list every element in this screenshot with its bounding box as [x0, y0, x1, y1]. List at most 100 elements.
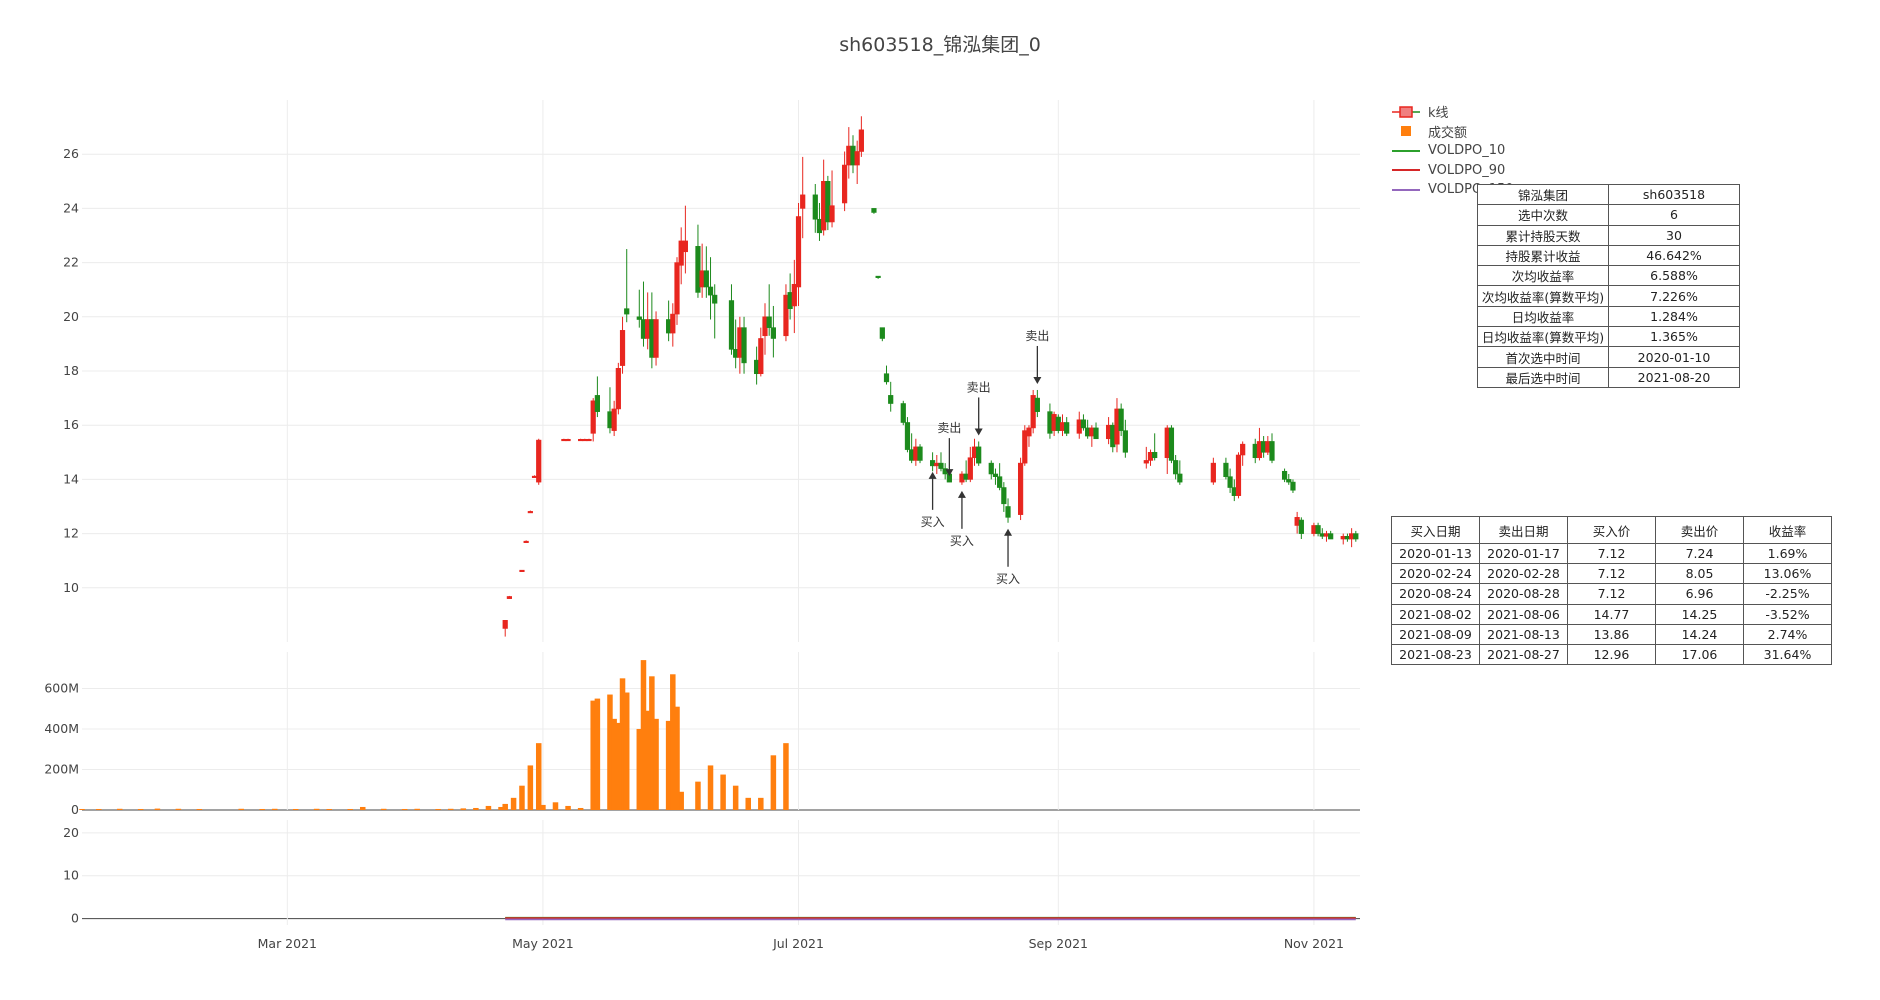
candle-body [1281, 470, 1288, 480]
legend-swatch-icon [1392, 106, 1420, 118]
x-tick-label: May 2021 [512, 936, 574, 951]
trades-cell: 2020-08-24 [1391, 583, 1480, 605]
candle-body [741, 327, 747, 364]
trades-header-cell: 卖出日期 [1479, 516, 1568, 544]
candle-body [1017, 462, 1024, 515]
candle-body [519, 569, 525, 572]
summary-cell: 持股累计收益 [1477, 244, 1609, 267]
volume-bar [615, 722, 622, 810]
volume-bar [473, 807, 479, 810]
axis-layer: 10 12 14 16 18 20 22 24 26 0 200M 400M 600M 0 10 20 Mar … [44, 146, 1344, 951]
candle-body [636, 316, 642, 320]
summary-cell: 日均收益率 [1477, 305, 1609, 328]
volume-bar [674, 706, 680, 810]
volume-bar [313, 808, 320, 810]
candle-body [812, 194, 818, 220]
trades-cell: 2021-08-23 [1391, 643, 1480, 666]
candle-body [619, 330, 626, 366]
legend-label: VOLDPO_10 [1428, 143, 1506, 159]
trades-cell: 6.96 [1655, 583, 1744, 605]
candle-body [506, 596, 512, 599]
candle-body [1227, 476, 1233, 488]
volume-tick-label: 600M [44, 680, 79, 695]
volume-bar [535, 743, 542, 810]
candle-body [992, 473, 999, 477]
candle-body [758, 338, 764, 375]
trades-cell: 2021-08-06 [1479, 603, 1568, 625]
candle-body [800, 194, 806, 209]
candle-body [904, 422, 911, 450]
legend-item[interactable]: k线 [1390, 102, 1514, 122]
trades-cell: 12.96 [1567, 643, 1656, 666]
candle-body [695, 246, 701, 293]
volume-bar [447, 808, 454, 810]
legend-item[interactable]: VOLDPO_10 [1390, 141, 1514, 161]
candle-body [1353, 533, 1359, 540]
x-tick-label: Nov 2021 [1284, 936, 1344, 951]
candle-body [1143, 460, 1149, 464]
candle-body [1122, 430, 1128, 453]
volume-bar [745, 797, 751, 810]
candle-body [1286, 479, 1292, 483]
trades-cell: 2021-08-02 [1391, 603, 1480, 625]
candle-body [682, 240, 688, 253]
candle-body [967, 457, 973, 480]
trades-cell: 7.12 [1567, 563, 1656, 585]
legend-item[interactable]: 成交额 [1390, 122, 1514, 142]
volume-bar [577, 807, 584, 810]
candle-body [536, 439, 542, 483]
volume-bar [401, 808, 408, 810]
summary-cell: 46.642% [1608, 244, 1740, 267]
candle-body [670, 313, 676, 334]
summary-row: 首次选中时间 2020-01-10 [1477, 346, 1740, 368]
trades-row: 2021-08-23 2021-08-27 12.96 17.06 31.64% [1391, 643, 1832, 666]
trades-row: 2020-02-24 2020-02-28 7.12 8.05 13.06% [1391, 563, 1832, 585]
summary-cell: 最后选中时间 [1477, 366, 1609, 388]
trades-cell: 1.69% [1743, 542, 1832, 565]
candle-body [1298, 519, 1304, 534]
price-tick-label: 22 [63, 255, 79, 270]
summary-row: 日均收益率(算数平均) 1.365% [1477, 326, 1740, 348]
candle-body [997, 476, 1003, 488]
trades-cell: 14.25 [1655, 603, 1744, 625]
trades-cell: 2021-08-27 [1479, 643, 1568, 666]
candlesticks [502, 116, 1359, 637]
price-tick-label: 14 [63, 471, 79, 486]
candle-body [900, 403, 906, 423]
candle-body [883, 373, 890, 383]
legend[interactable]: k线 成交额 VOLDPO_10 VOLDPO_90 VOLDPO_150 [1390, 102, 1514, 200]
trades-cell: 2021-08-09 [1391, 623, 1480, 645]
candle-body [703, 270, 709, 288]
summary-cell: sh603518 [1608, 183, 1740, 206]
candle-body [1001, 487, 1007, 505]
volume-bar [485, 805, 492, 810]
volume-bar [435, 808, 441, 810]
trades-cell: 2020-01-13 [1391, 542, 1480, 565]
buy-label: 买入 [996, 572, 1020, 586]
candle-body [795, 216, 802, 288]
candle-body [590, 400, 596, 434]
summary-cell: 2021-08-20 [1608, 366, 1740, 388]
sell-arrow-head [974, 428, 983, 436]
voldpo-tick-label: 0 [71, 911, 79, 926]
volume-bar [720, 774, 726, 810]
volume-bar [271, 808, 278, 810]
summary-cell: 日均收益率(算数平均) [1477, 326, 1609, 348]
summary-cell: 6.588% [1608, 265, 1740, 287]
candle-body [502, 620, 508, 629]
buy-arrow-head [957, 490, 966, 498]
candle-body [1240, 443, 1246, 456]
legend-item[interactable]: VOLDPO_90 [1390, 161, 1514, 181]
volume-bar [359, 806, 366, 810]
volume-bar [758, 797, 764, 810]
volume-bar [498, 806, 504, 810]
volume-bar [380, 808, 387, 810]
volume-bar [175, 808, 182, 810]
candle-body [1328, 533, 1334, 540]
volume-bar [770, 755, 777, 810]
summary-cell: 2020-01-10 [1608, 346, 1740, 368]
summary-row: 次均收益率 6.588% [1477, 265, 1740, 287]
voldpo-tick-label: 10 [63, 868, 79, 883]
candle-body [1173, 460, 1179, 475]
